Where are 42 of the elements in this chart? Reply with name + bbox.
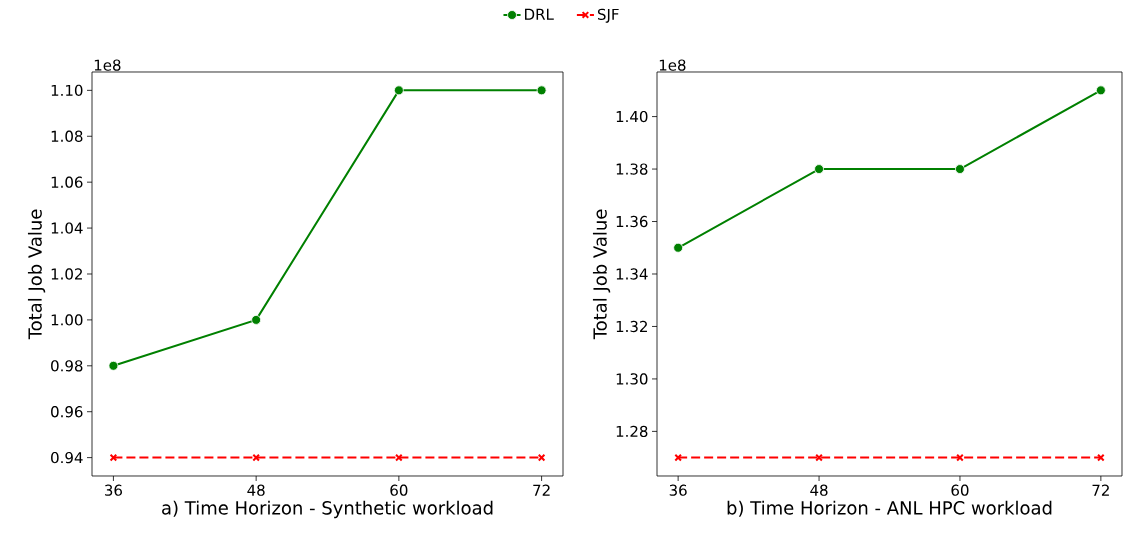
x-tick-label: 60 <box>951 484 969 496</box>
y-axis-title: Total Job Value <box>592 209 611 340</box>
y-tick-label: 1.10 <box>51 84 83 97</box>
y-tick-label: 1.04 <box>51 222 83 234</box>
point <box>393 85 404 96</box>
point <box>955 164 965 174</box>
x-tick-label: 60 <box>390 484 408 496</box>
y-tick-label: 1.00 <box>51 314 83 326</box>
point <box>108 360 119 371</box>
y-tick-label: 1.38 <box>616 163 648 175</box>
x-axis-title: b) Time Horizon - ANL HPC workload <box>727 500 1052 517</box>
x-tick-label: 48 <box>247 484 265 496</box>
point <box>814 164 824 174</box>
legend-label: SJF <box>597 8 619 23</box>
point <box>1095 85 1106 96</box>
x-tick-label: 72 <box>533 484 550 496</box>
y-tick-label: 1.36 <box>616 215 648 228</box>
y-tick-label: 0.94 <box>51 451 83 464</box>
x-tick-label: 36 <box>105 484 123 496</box>
y-tick-label: 0.96 <box>51 406 83 418</box>
y-tick-label: 1.02 <box>51 268 82 280</box>
point <box>673 242 684 253</box>
y-tick-label: 1.28 <box>616 425 648 438</box>
point <box>536 85 547 96</box>
y-tick-label: 1.34 <box>616 268 648 280</box>
y-tick-label: 1.40 <box>616 110 648 123</box>
y-tick-label: 1.30 <box>616 373 648 385</box>
point <box>537 453 546 462</box>
legend-label: DRL <box>525 8 554 20</box>
y-axis-title: Total Job Value <box>27 209 46 340</box>
x-axis-title: a) Time Horizon - Synthetic workload <box>162 500 493 519</box>
x-tick-label: 72 <box>1092 484 1109 496</box>
x-tick-label: 48 <box>810 484 828 496</box>
y-tick-label: 1.08 <box>51 130 83 142</box>
text: 1e8 <box>659 59 686 71</box>
y-tick-label: 1.06 <box>51 176 83 188</box>
point <box>109 453 118 462</box>
x-tick-label: 36 <box>669 484 687 496</box>
y-tick-label: 0.98 <box>51 360 83 372</box>
y-tick-label: 1.32 <box>616 320 647 333</box>
text: 1e8 <box>94 59 121 71</box>
point <box>251 315 262 325</box>
